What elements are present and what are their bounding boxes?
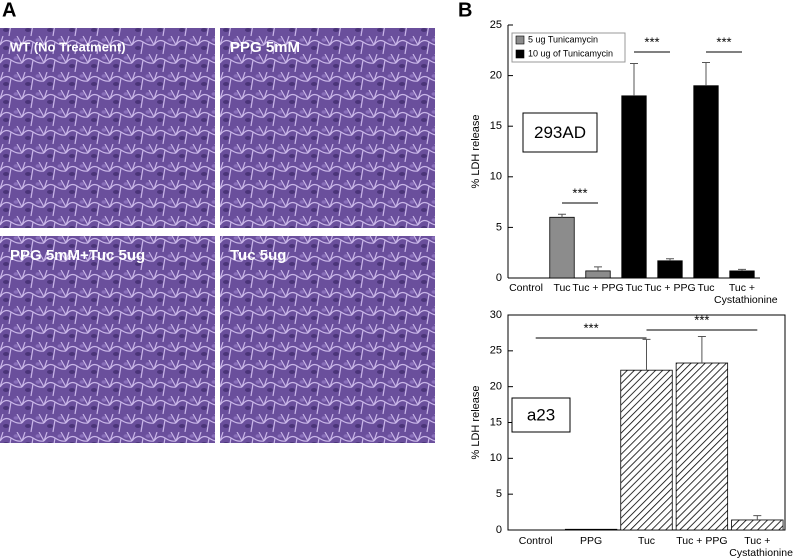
error-bar — [558, 213, 566, 218]
error-bar — [594, 266, 602, 271]
error-bar — [702, 61, 710, 86]
significance-label: *** — [716, 34, 731, 49]
bar — [729, 270, 755, 279]
significance-label: *** — [694, 312, 709, 327]
y-tick-label: 15 — [490, 120, 502, 132]
box-label: a23 — [527, 405, 555, 424]
x-tick-label: Tuc — [637, 535, 656, 547]
y-tick-label: 10 — [490, 452, 502, 464]
legend-label: 10 ug of Tunicamycin — [528, 48, 613, 58]
label-box — [522, 112, 598, 153]
y-axis-title: % LDH release — [470, 386, 482, 460]
x-tick-label: Tuc + PPG — [572, 282, 624, 294]
x-tick-label: Tuc + Cystathionine — [729, 535, 793, 559]
error-bar — [753, 515, 762, 520]
error-bar — [738, 268, 746, 271]
box-label: 293AD — [534, 123, 586, 142]
micrograph — [0, 28, 215, 228]
y-tick-label: 5 — [496, 488, 502, 500]
bar — [620, 369, 673, 531]
y-tick-label: 0 — [496, 524, 502, 536]
x-tick-label: Tuc + Cystathionine — [714, 282, 778, 306]
x-tick-label: PPG — [580, 535, 603, 547]
y-tick-label: 10 — [490, 171, 502, 183]
legend-box — [511, 32, 626, 63]
micrograph — [0, 236, 215, 443]
micrograph — [220, 28, 435, 228]
y-tick-label: 20 — [490, 381, 502, 393]
bar — [657, 260, 683, 279]
x-tick-label: Control — [518, 535, 553, 547]
micrograph — [220, 236, 435, 443]
x-tick-label: Tuc + PPG — [644, 282, 696, 294]
legend-swatch — [515, 35, 525, 45]
image-label: PPG 5mM+Tuc 5ug — [10, 247, 145, 264]
legend-label: 5 ug Tunicamycin — [528, 34, 598, 44]
significance-label: *** — [584, 320, 599, 335]
y-axis-title: % LDH release — [470, 115, 482, 189]
error-bar — [666, 258, 674, 261]
y-tick-label: 25 — [490, 19, 502, 31]
y-tick-label: 5 — [496, 221, 502, 233]
error-bar — [630, 62, 638, 96]
bar — [675, 362, 729, 531]
x-tick-label: Control — [509, 282, 543, 294]
panel-label: A — [2, 0, 16, 21]
bar — [693, 85, 719, 279]
bar — [621, 95, 647, 279]
legend-swatch — [515, 49, 525, 59]
bar — [585, 270, 611, 279]
bar — [731, 519, 784, 531]
error-bar — [697, 336, 706, 364]
bar — [549, 216, 575, 279]
error-bar — [642, 338, 651, 371]
y-tick-label: 30 — [490, 309, 502, 321]
y-tick-label: 20 — [490, 70, 502, 82]
image-label: PPG 5mM — [230, 39, 300, 56]
significance-label: *** — [644, 34, 659, 49]
bar — [564, 528, 618, 531]
image-label: WT (No Treatment) — [10, 39, 126, 54]
x-tick-label: Tuc — [625, 282, 643, 294]
x-tick-label: Tuc + PPG — [676, 535, 728, 547]
x-tick-label: Tuc — [553, 282, 571, 294]
y-tick-label: 0 — [496, 272, 502, 284]
y-tick-label: 25 — [490, 345, 502, 357]
image-label: Tuc 5ug — [230, 247, 286, 264]
label-box — [511, 397, 571, 433]
x-tick-label: Tuc — [697, 282, 715, 294]
panel-label: B — [458, 0, 472, 21]
significance-label: *** — [572, 185, 587, 200]
y-tick-label: 15 — [490, 416, 502, 428]
